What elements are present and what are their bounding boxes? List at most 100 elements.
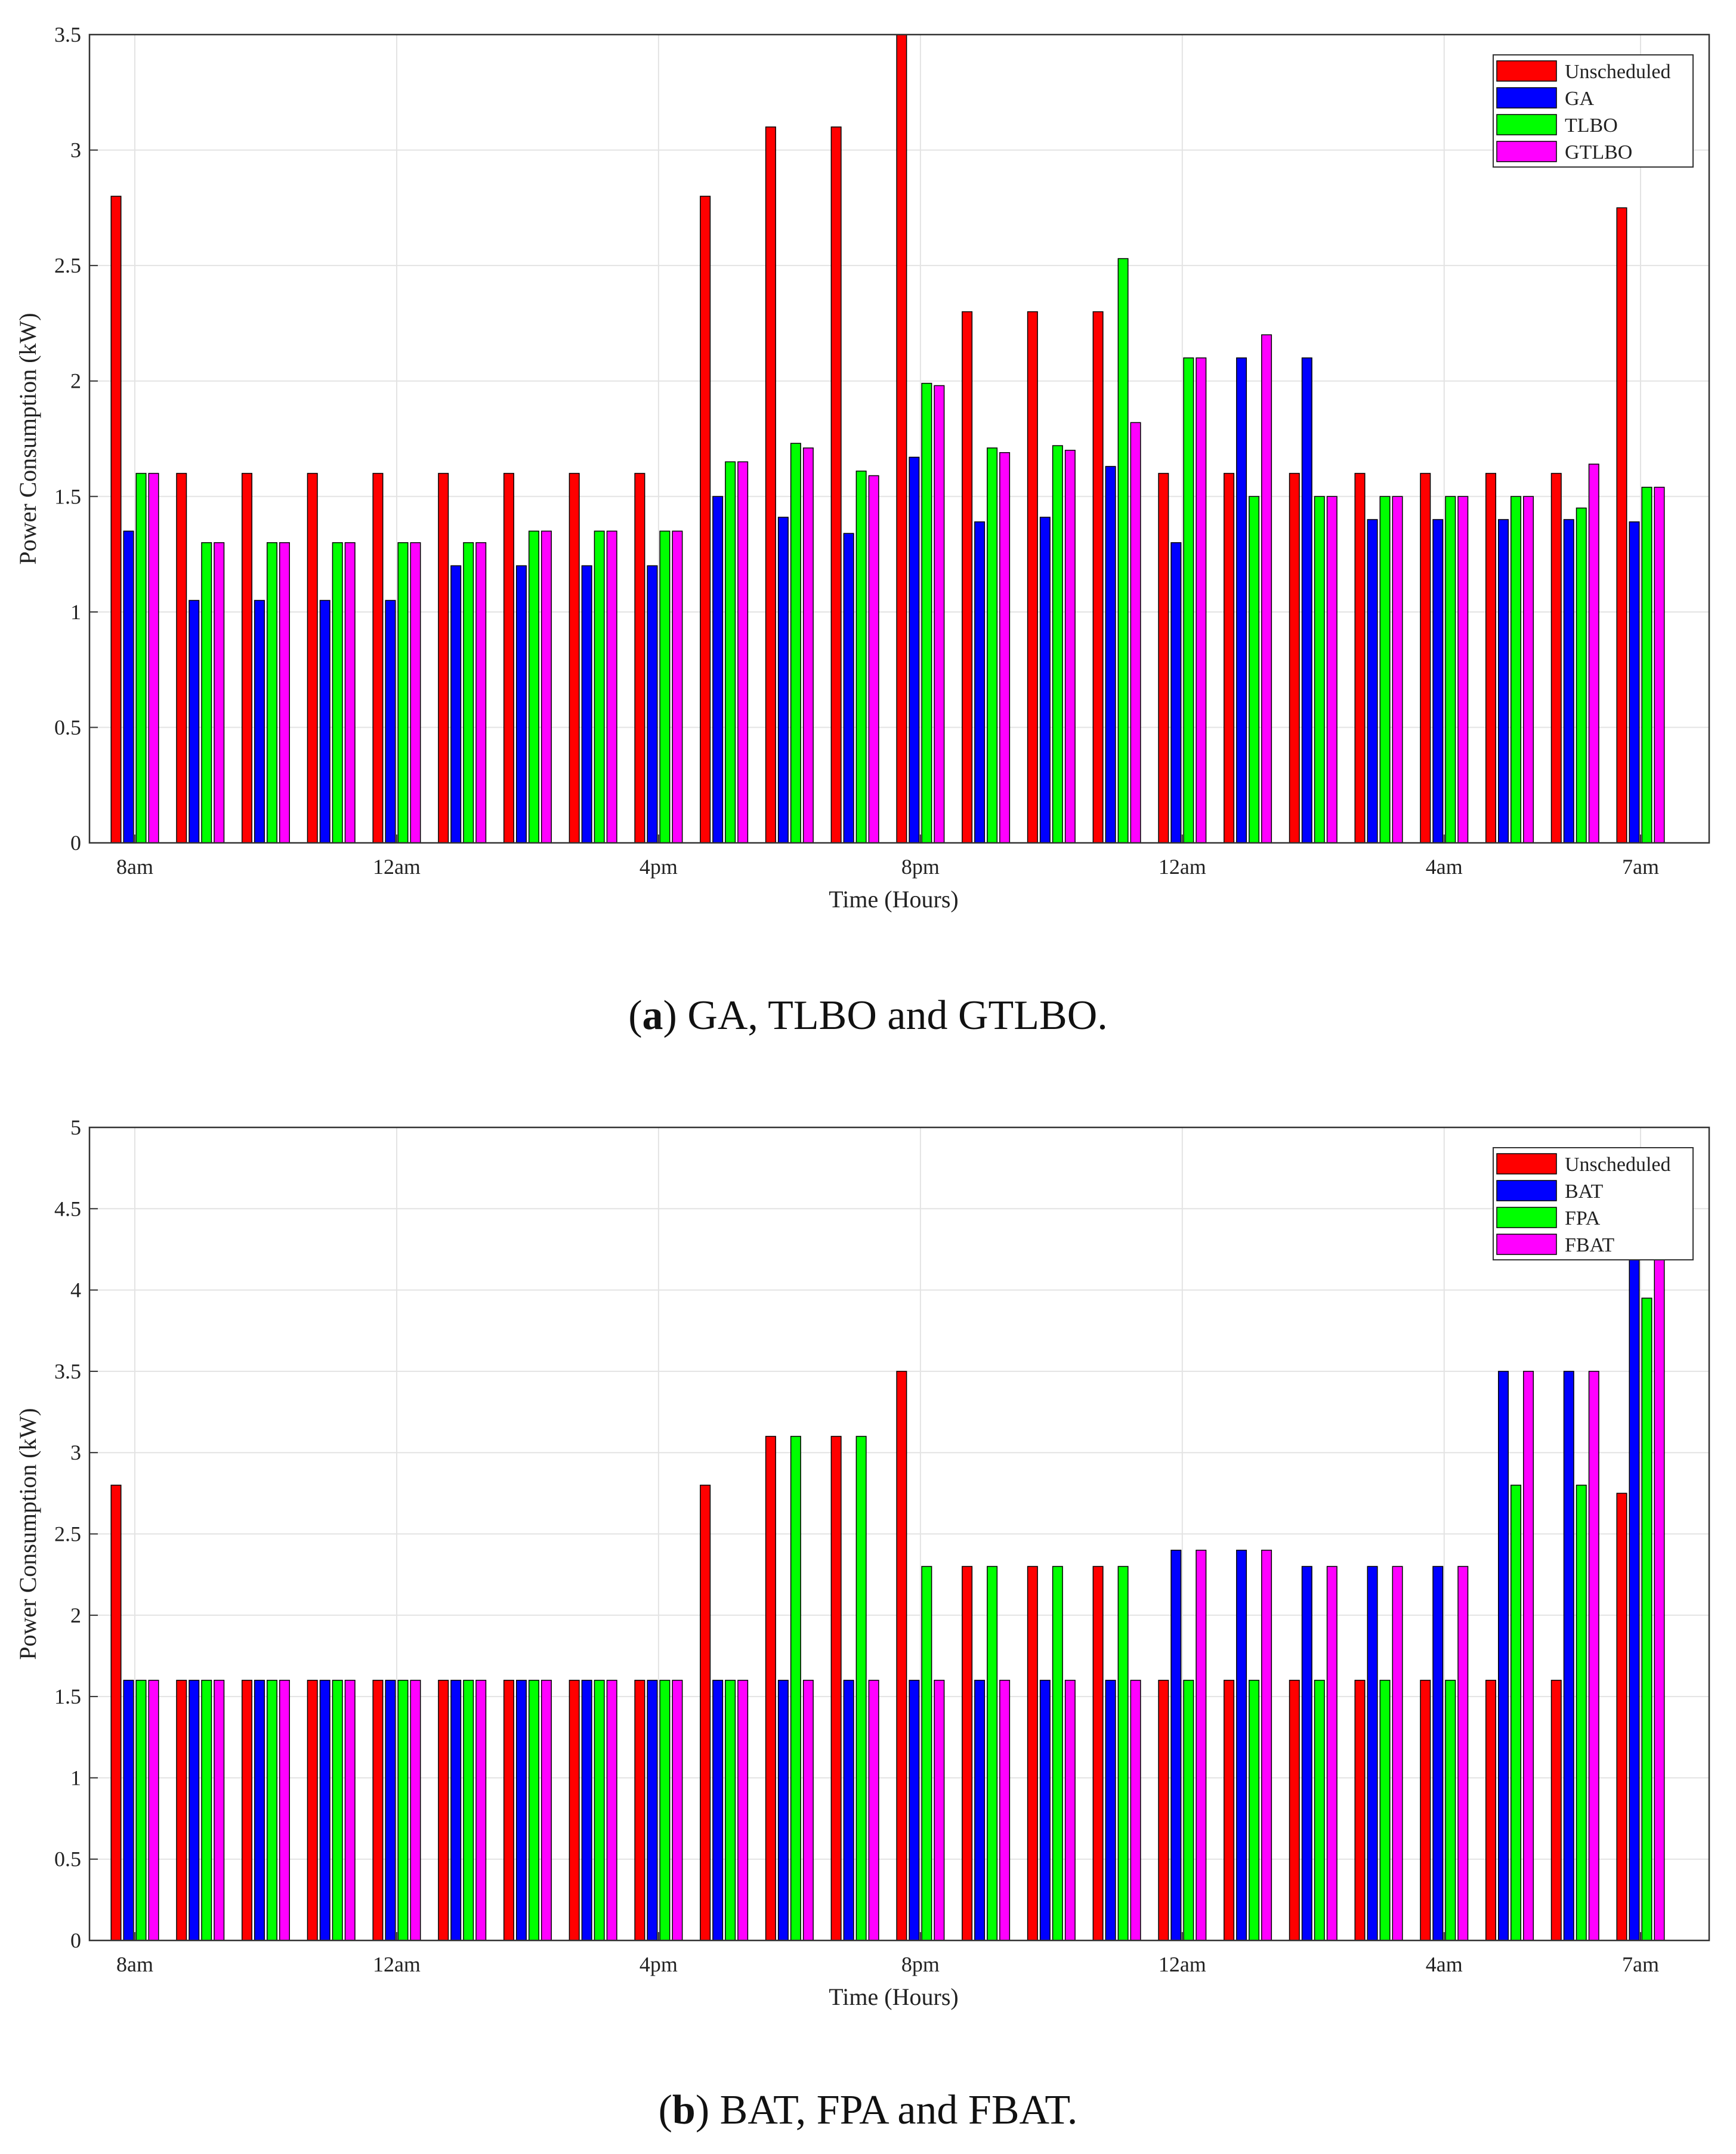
bar-fpa — [1117, 1566, 1129, 1941]
bar-bat — [1498, 1371, 1509, 1941]
y-tick-label: 2.5 — [54, 1522, 81, 1546]
bar-ga — [909, 456, 920, 843]
legend-label-unscheduled: Unscheduled — [1565, 61, 1671, 83]
bar-unscheduled — [1092, 311, 1104, 843]
bar-fbat — [344, 1680, 356, 1941]
bar-bat — [123, 1680, 134, 1941]
bar-tlbo — [1379, 496, 1391, 843]
bar-bat — [974, 1680, 986, 1941]
bar-ga — [1039, 517, 1051, 843]
bar-bat — [1039, 1680, 1051, 1941]
bar-fbat — [868, 1680, 879, 1941]
bar-ga — [189, 599, 200, 843]
bar-gtlbo — [737, 461, 749, 843]
x-tick-label: 12am — [373, 1952, 421, 1976]
x-tick-label: 7am — [1622, 855, 1659, 879]
bar-gtlbo — [802, 447, 814, 843]
bar-gtlbo — [672, 530, 683, 843]
y-axis-label: Power Consumption (kW) — [14, 1408, 41, 1659]
bar-tlbo — [1314, 496, 1325, 843]
y-tick-label: 2.5 — [54, 254, 81, 277]
legend-b: Unscheduled BAT FPA FBAT — [1493, 1147, 1694, 1260]
bar-ga — [1498, 519, 1509, 843]
x-tick-label: 4pm — [640, 855, 678, 879]
bar-fbat — [1588, 1371, 1599, 1941]
bar-gtlbo — [1523, 496, 1534, 843]
bar-gtlbo — [214, 542, 225, 843]
bar-tlbo — [528, 530, 539, 843]
bar-fpa — [987, 1566, 998, 1941]
bar-unscheduled — [307, 472, 318, 843]
bar-bat — [450, 1680, 462, 1941]
bar-ga — [777, 517, 789, 843]
bar-fbat — [475, 1680, 487, 1941]
bar-unscheduled — [1616, 207, 1627, 843]
caption-a: (a) GA, TLBO and GTLBO. — [628, 993, 1108, 1039]
y-tick-label: 1.5 — [54, 1685, 81, 1708]
bar-fpa — [332, 1680, 343, 1941]
bar-ga — [974, 521, 986, 843]
bar-fbat — [214, 1680, 225, 1941]
bar-ga — [647, 565, 658, 843]
x-tick-label: 8pm — [901, 1952, 940, 1976]
bar-bat — [1170, 1550, 1182, 1941]
bar-unscheduled — [1354, 472, 1366, 843]
bar-tlbo — [1052, 445, 1063, 843]
bar-unscheduled — [1420, 472, 1431, 843]
bar-ga — [254, 599, 265, 843]
bar-unscheduled — [765, 126, 776, 843]
x-tick-label: 8am — [116, 855, 153, 879]
bar-fpa — [1249, 1680, 1260, 1941]
bar-fpa — [790, 1436, 801, 1941]
bar-gtlbo — [1588, 463, 1599, 843]
bar-ga — [1236, 357, 1247, 843]
bar-tlbo — [201, 542, 212, 843]
bar-unscheduled — [634, 472, 645, 843]
bar-bat — [254, 1680, 265, 1941]
bar-bat — [1432, 1566, 1444, 1941]
axes-box — [88, 1126, 1710, 1942]
bar-bat — [1105, 1680, 1116, 1941]
bar-unscheduled — [1224, 472, 1235, 843]
bar-ga — [1105, 466, 1116, 843]
bar-unscheduled — [569, 472, 580, 843]
y-tick-label: 2 — [70, 1603, 81, 1627]
bar-tlbo — [266, 542, 277, 843]
x-tick-label: 4am — [1426, 1952, 1463, 1976]
bar-bat — [385, 1680, 396, 1941]
x-tick-label: 4pm — [640, 1952, 678, 1976]
bar-unscheduled — [176, 472, 187, 843]
bar-tlbo — [987, 447, 998, 843]
bar-gtlbo — [540, 530, 552, 843]
bar-unscheduled — [307, 1680, 318, 1941]
bar-gtlbo — [606, 530, 617, 843]
bar-unscheduled — [110, 1484, 122, 1941]
bar-ga — [1629, 521, 1640, 843]
y-tick-label: 0 — [70, 1929, 81, 1952]
x-tick-label: 8pm — [901, 855, 940, 879]
bar-gtlbo — [1457, 496, 1469, 843]
bar-ga — [319, 599, 330, 843]
bar-fpa — [397, 1680, 409, 1941]
legend-label-ga: GA — [1565, 88, 1595, 110]
bar-fbat — [672, 1680, 683, 1941]
bar-fbat — [1457, 1566, 1469, 1941]
bar-fpa — [528, 1680, 539, 1941]
bar-tlbo — [332, 542, 343, 843]
bar-fpa — [463, 1680, 474, 1941]
y-axis-label: Power Consumption (kW) — [14, 313, 41, 564]
bar-bat — [515, 1680, 527, 1941]
bar-ga — [1301, 357, 1312, 843]
bar-unscheduled — [1616, 1492, 1627, 1941]
bar-fbat — [1196, 1550, 1207, 1941]
legend-label-tlbo: TLBO — [1565, 115, 1618, 137]
x-axis-label: Time (Hours) — [829, 886, 958, 913]
legend-swatch-fpa — [1496, 1207, 1557, 1228]
bar-unscheduled — [700, 196, 711, 843]
bar-unscheduled — [110, 196, 122, 843]
y-tick-label: 1.5 — [54, 484, 81, 508]
bar-fpa — [1641, 1297, 1652, 1941]
bar-fpa — [855, 1436, 867, 1941]
y-tick-label: 1 — [70, 600, 81, 624]
